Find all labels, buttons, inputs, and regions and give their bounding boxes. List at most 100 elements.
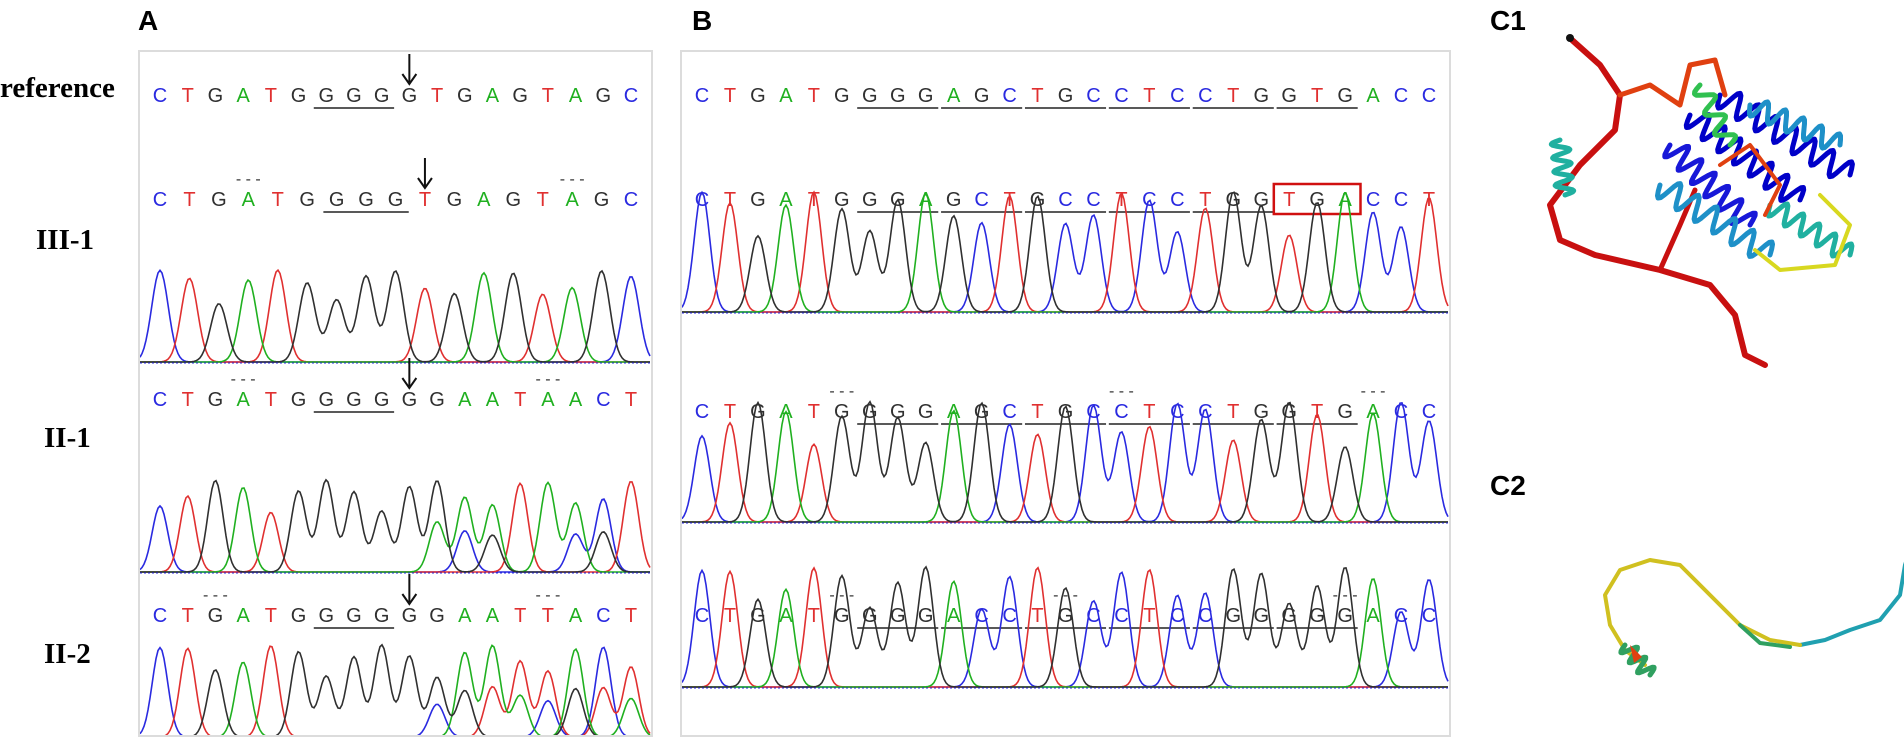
base-letter: T (1143, 85, 1155, 107)
base-letter: G (862, 401, 878, 423)
base-letter: T (537, 189, 549, 211)
base-letter: T (182, 605, 194, 627)
helix (1655, 181, 1775, 259)
trace-a (682, 191, 1448, 313)
quality-dash: - - - (1109, 383, 1134, 400)
base-letter: G (291, 605, 307, 627)
base-letter: C (1002, 401, 1016, 423)
base-letter: C (1170, 85, 1184, 107)
base-letter: G (429, 605, 445, 627)
base-letter: A (947, 85, 961, 107)
base-letter: G (1253, 189, 1269, 211)
mutation-arrow-head (401, 377, 418, 390)
base-letter: C (974, 605, 988, 627)
base-letter: G (329, 189, 345, 211)
panel-label-b: B (692, 5, 713, 36)
base-letter: T (542, 85, 554, 107)
base-letter: G (346, 605, 362, 627)
base-letter: G (208, 85, 224, 107)
base-letter: G (318, 605, 334, 627)
base-letter: G (890, 605, 906, 627)
base-letter: C (1422, 85, 1436, 107)
trace-a (140, 481, 650, 573)
base-letter: G (750, 189, 766, 211)
base-letter: T (724, 401, 736, 423)
base-letter: G (862, 189, 878, 211)
base-letter: C (1366, 189, 1380, 211)
base-letter: G (1030, 189, 1046, 211)
base-letter: G (388, 189, 404, 211)
trace-a (682, 578, 1448, 688)
base-letter: G (291, 389, 307, 411)
base-letter: G (918, 85, 934, 107)
base-letter: T (419, 189, 431, 211)
protein-structure-c1 (1547, 34, 1855, 368)
base-letter: T (1283, 189, 1295, 211)
trace-g (193, 643, 597, 735)
base-letter: G (291, 85, 307, 107)
base-letter: T (724, 189, 736, 211)
quality-dash: - - - (1333, 587, 1358, 604)
base-letter: T (514, 389, 526, 411)
base-letter: A (779, 605, 793, 627)
helix (1765, 201, 1855, 259)
base-letter: C (1086, 189, 1100, 211)
base-letter: C (1114, 85, 1128, 107)
base-letter: G (429, 389, 445, 411)
quality-dash: - - - (1361, 383, 1386, 400)
trace-t (682, 414, 1448, 523)
base-letter: A (779, 189, 793, 211)
quality-dash: - - - (535, 587, 560, 604)
base-letter: C (624, 85, 638, 107)
base-letter: G (946, 189, 962, 211)
base-letter: C (596, 605, 610, 627)
quality-dash: - - - (1053, 587, 1078, 604)
base-letter: C (1198, 85, 1212, 107)
base-letter: A (236, 85, 250, 107)
base-letter: T (1031, 401, 1043, 423)
base-letter: C (1002, 605, 1016, 627)
base-letter: G (862, 605, 878, 627)
base-letter: A (565, 189, 579, 211)
coil-ribbon (1738, 623, 1792, 649)
base-letter: G (834, 189, 850, 211)
row-label-ii-2: II-2 (44, 638, 91, 670)
base-letter: A (236, 389, 250, 411)
base-letter: C (1422, 605, 1436, 627)
base-letter: T (808, 401, 820, 423)
chromatogram-b-svg: C T G A T G G G G A G C T G C C T C C T G G T G A C CC T G A T G G G A G C T G… (682, 85, 1449, 689)
base-letter: T (1227, 85, 1239, 107)
coil-ribbon (1617, 57, 1728, 108)
trace-t (140, 268, 650, 363)
trace-t (140, 481, 651, 573)
trace-t (164, 645, 651, 735)
trace-g (682, 191, 1448, 313)
base-letter: G (1253, 85, 1269, 107)
mutation-arrow-head (401, 593, 418, 606)
base-letter: G (862, 85, 878, 107)
base-letter: C (695, 85, 709, 107)
trace-a (140, 271, 650, 363)
trace-a (220, 644, 651, 735)
base-letter: C (153, 189, 167, 211)
base-letter: T (182, 85, 194, 107)
base-letter: A (947, 605, 961, 627)
trace-c (140, 498, 650, 573)
helix (1692, 82, 1738, 148)
quality-dash: - - - (236, 171, 261, 188)
chromatogram-a-svg: C T G A T G G G G G T G A G T A G CC T G A T G G G G T G A G T A G C- - -… (140, 54, 651, 735)
trace-g (140, 269, 650, 363)
coil-ribbon (1718, 143, 1782, 217)
base-letter: G (447, 189, 463, 211)
base-letter: G (1058, 85, 1074, 107)
panel-label-c1: C1 (1490, 5, 1526, 36)
base-letter: C (1422, 401, 1436, 423)
base-letter: A (569, 605, 583, 627)
base-letter: A (1366, 85, 1380, 107)
base-letter: G (208, 605, 224, 627)
base-letter: A (486, 605, 500, 627)
base-letter: G (1337, 605, 1353, 627)
base-letter: G (890, 85, 906, 107)
base-letter: G (834, 401, 850, 423)
